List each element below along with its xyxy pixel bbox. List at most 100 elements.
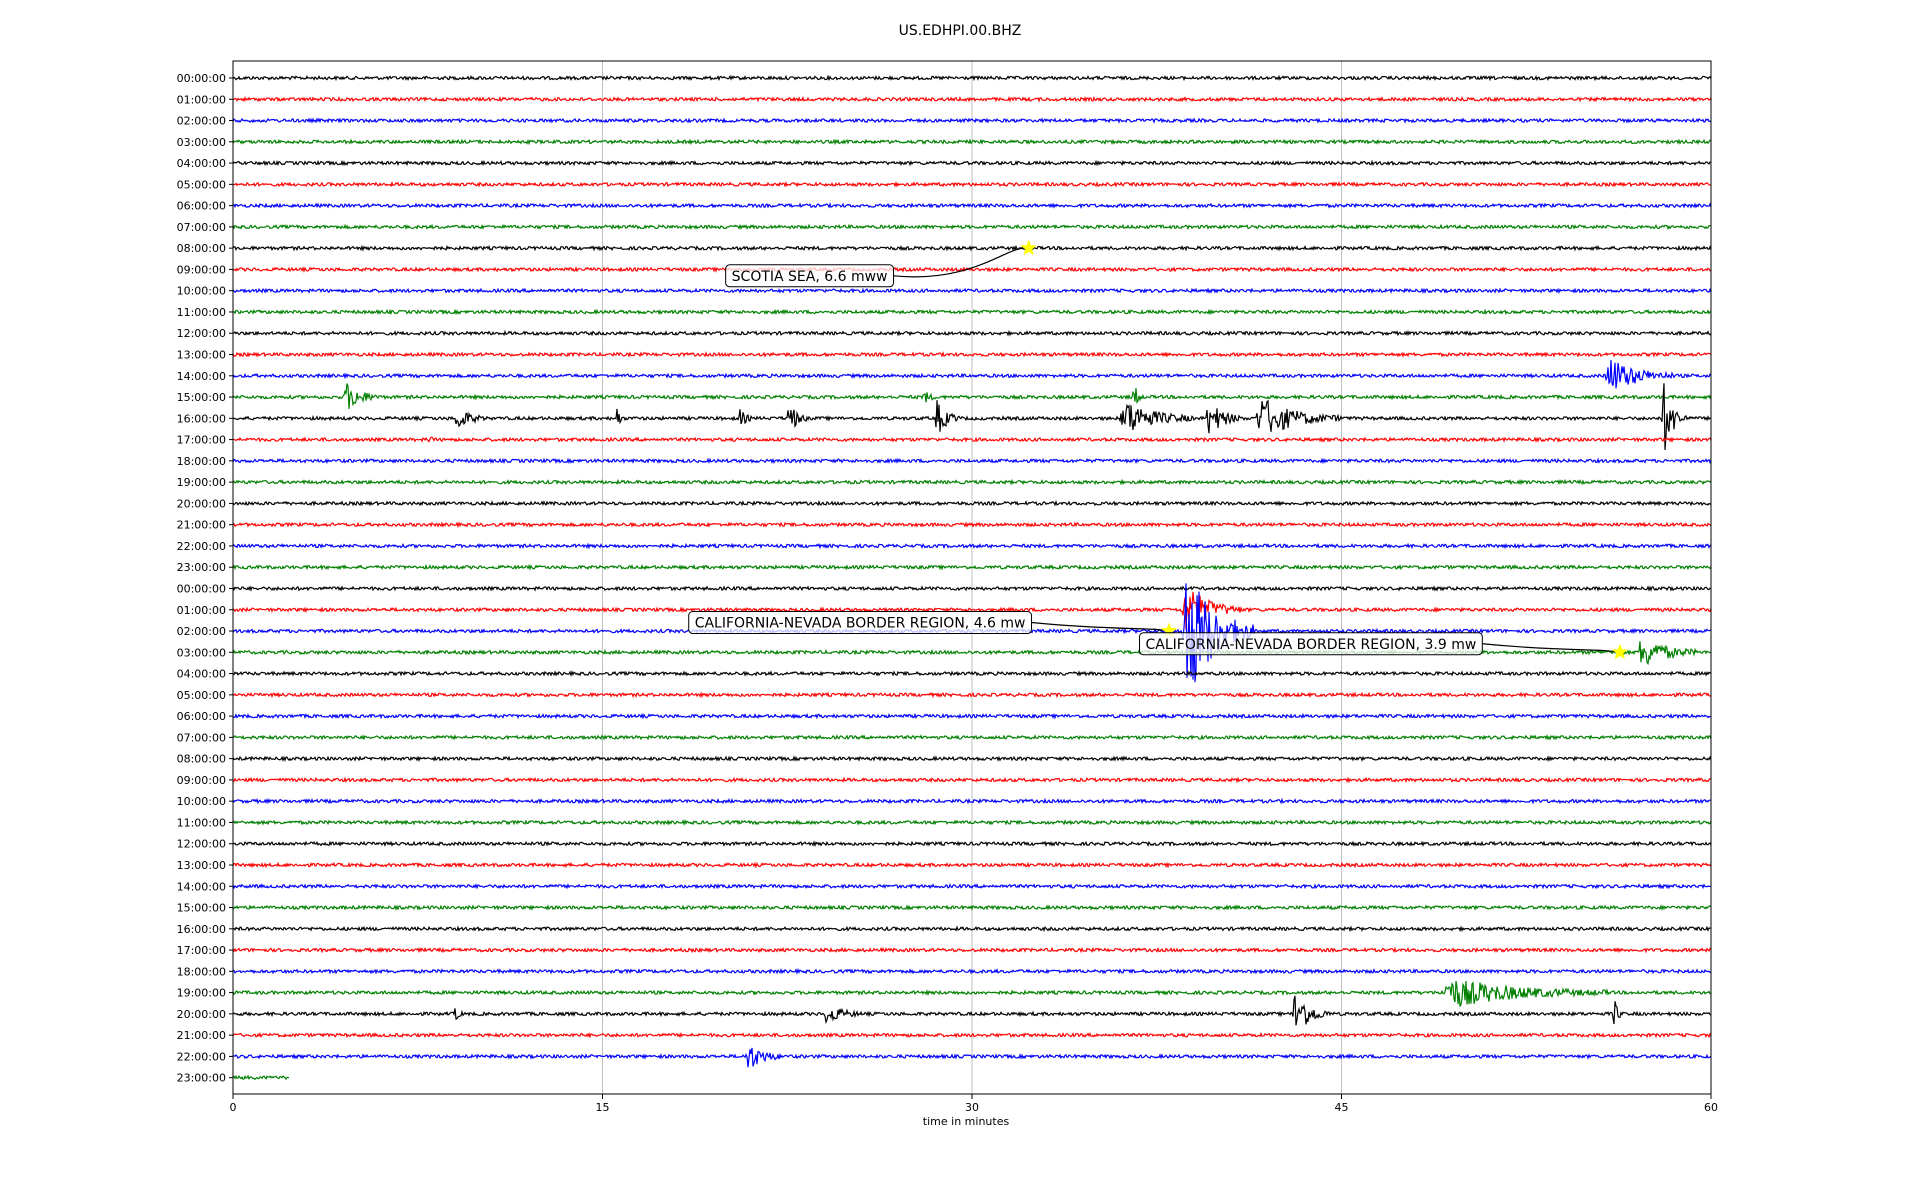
trace-row-44 (232, 995, 1712, 1026)
event-star-icon (1020, 239, 1037, 256)
y-tick-label: 18:00:00 (177, 455, 226, 468)
trace-row-18 (232, 457, 1712, 465)
trace-row-19 (232, 478, 1712, 486)
y-tick-label: 19:00:00 (177, 476, 226, 489)
y-tick-label: 13:00:00 (177, 349, 226, 362)
trace-row-12 (232, 329, 1712, 337)
trace-row-38 (232, 882, 1712, 890)
trace-row-4 (232, 159, 1712, 167)
y-tick-label: 19:00:00 (177, 987, 226, 1000)
trace-row-41 (232, 946, 1712, 954)
x-tick-label: 0 (230, 1101, 237, 1114)
y-tick-label: 20:00:00 (177, 1008, 226, 1021)
y-tick-label: 18:00:00 (177, 965, 226, 978)
trace-row-23 (232, 563, 1712, 571)
y-tick-label: 08:00:00 (177, 753, 226, 766)
trace-row-10 (232, 287, 1712, 295)
trace-row-15 (232, 383, 1712, 409)
y-tick-label: 23:00:00 (177, 1072, 226, 1085)
event-connector (1482, 643, 1620, 653)
event-label-box (688, 611, 1033, 635)
y-tick-label: 12:00:00 (177, 838, 226, 851)
chart-title: US.EDHPI.00.BHZ (899, 23, 1022, 39)
trace-row-46 (232, 1047, 1712, 1068)
vertical-gridlines (602, 61, 1342, 1094)
trace-row-24 (232, 585, 1712, 592)
trace-row-2 (232, 117, 1712, 124)
trace-row-35 (232, 819, 1712, 827)
event-label: SCOTIA SEA, 6.6 mww (732, 269, 888, 285)
x-tick-label: 15 (596, 1101, 610, 1114)
event-label: CALIFORNIA-NEVADA BORDER REGION, 3.9 mw (1146, 637, 1477, 653)
y-tick-label: 21:00:00 (177, 1029, 226, 1042)
y-tick-label: 14:00:00 (177, 880, 226, 893)
trace-row-0 (232, 74, 1712, 82)
x-tick-label: 60 (1704, 1101, 1718, 1114)
y-tick-label: 11:00:00 (177, 306, 226, 319)
event-annotations: SCOTIA SEA, 6.6 mww CALIFORNIA-NEVADA BOR… (688, 239, 1629, 660)
trace-row-14 (232, 360, 1712, 389)
x-tick-label: 30 (965, 1101, 979, 1114)
x-axis-label: time in minutes (923, 1115, 1010, 1128)
y-tick-label: 05:00:00 (177, 689, 226, 702)
y-tick-label: 07:00:00 (177, 221, 226, 234)
trace-row-9 (232, 266, 1712, 273)
trace-row-37 (232, 861, 1712, 869)
trace-row-29 (232, 691, 1712, 699)
y-tick-label: 15:00:00 (177, 391, 226, 404)
y-tick-label: 23:00:00 (177, 561, 226, 574)
y-tick-label: 16:00:00 (177, 923, 226, 936)
y-tick-label: 16:00:00 (177, 412, 226, 425)
event-label-box (725, 264, 895, 288)
trace-row-3 (232, 138, 1712, 146)
trace-row-28 (232, 670, 1712, 678)
y-tick-label: 03:00:00 (177, 136, 226, 149)
y-tick-label: 10:00:00 (177, 285, 226, 298)
event-star-icon (1611, 643, 1629, 660)
y-tick-label: 02:00:00 (177, 625, 226, 638)
trace-row-32 (232, 755, 1712, 762)
trace-row-34 (232, 797, 1712, 805)
trace-row-33 (232, 776, 1712, 784)
trace-row-45 (232, 1031, 1712, 1039)
y-tick-label: 22:00:00 (177, 540, 226, 553)
y-tick-label: 07:00:00 (177, 731, 226, 744)
trace-row-31 (232, 734, 1712, 741)
trace-row-47 (232, 1074, 290, 1081)
trace-row-30 (232, 712, 1712, 720)
y-tick-label: 04:00:00 (177, 668, 226, 681)
event-label-box (1139, 632, 1483, 656)
y-tick-label: 08:00:00 (177, 242, 226, 255)
y-tick-label: 06:00:00 (177, 710, 226, 723)
y-tick-label: 03:00:00 (177, 646, 226, 659)
y-tick-label: 11:00:00 (177, 816, 226, 829)
y-tick-label: 15:00:00 (177, 902, 226, 915)
y-tick-label: 20:00:00 (177, 497, 226, 510)
trace-row-25 (232, 591, 1712, 630)
trace-row-1 (232, 95, 1712, 103)
trace-row-39 (232, 904, 1712, 911)
trace-row-22 (232, 542, 1712, 550)
y-tick-label: 02:00:00 (177, 115, 226, 128)
y-tick-label: 21:00:00 (177, 519, 226, 532)
y-tick-label: 14:00:00 (177, 370, 226, 383)
trace-row-6 (232, 202, 1712, 209)
y-tick-label: 01:00:00 (177, 93, 226, 106)
trace-row-21 (232, 521, 1712, 529)
trace-row-17 (232, 436, 1712, 443)
trace-row-13 (232, 350, 1712, 358)
event-connector (1031, 621, 1170, 632)
y-tick-label: 13:00:00 (177, 859, 226, 872)
event-label: CALIFORNIA-NEVADA BORDER REGION, 4.6 mw (695, 616, 1026, 632)
y-tick-label: 00:00:00 (177, 582, 226, 595)
y-tick-label: 01:00:00 (177, 604, 226, 617)
y-tick-label: 04:00:00 (177, 157, 226, 170)
event-annotation: CALIFORNIA-NEVADA BORDER REGION, 3.9 mw (1139, 632, 1629, 660)
y-tick-label: 17:00:00 (177, 944, 226, 957)
y-axis-hour-labels: 00:00:00 01:00:00 02:00:00 03:00:00 04:00:00… (177, 72, 233, 1085)
event-annotation: CALIFORNIA-NEVADA BORDER REGION, 4.6 mw (688, 611, 1178, 639)
event-connector (893, 247, 1029, 278)
trace-row-20 (232, 499, 1712, 507)
seismogram-traces (232, 74, 1712, 1081)
trace-row-7 (232, 223, 1712, 231)
